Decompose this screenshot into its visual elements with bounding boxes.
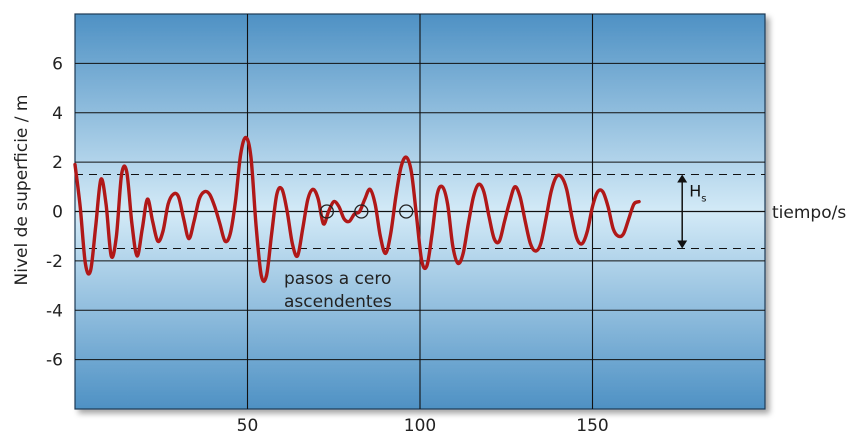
zero-crossing-marker xyxy=(319,204,335,219)
zero-crossing-marker xyxy=(354,204,369,219)
y-axis-label: Nivel de superficie / m xyxy=(12,95,32,286)
series-line-0 xyxy=(73,135,641,284)
x-tick-label-150: 150 xyxy=(576,416,608,436)
y-tick-label-4: 4 xyxy=(52,104,63,124)
y-tick-label-0: 0 xyxy=(52,203,63,223)
x-tick-label-100: 100 xyxy=(404,416,436,436)
y-tick-label-6: 6 xyxy=(52,54,63,74)
x-tick-label-50: 50 xyxy=(237,416,259,436)
annotation-line-1: pasos a cero xyxy=(284,269,391,289)
reference-lines xyxy=(75,173,765,250)
y-tick-label--2: -2 xyxy=(46,252,63,272)
hs-arrow-head-up xyxy=(677,174,688,183)
hs-label: H xyxy=(689,181,701,200)
hs-arrow-head-down xyxy=(677,240,688,249)
y-tick-label--4: -4 xyxy=(46,301,63,321)
x-tick-labels: 50 100 150 xyxy=(237,416,609,436)
zero-crossings xyxy=(319,204,414,219)
hs-label-subscript: s xyxy=(701,193,706,204)
grid xyxy=(75,14,765,409)
zero-crossing-marker xyxy=(399,204,414,219)
series-layer xyxy=(73,135,641,284)
y-tick-labels: 6 4 2 0 -2 -4 -6 xyxy=(46,54,63,370)
annotation-line-2: ascendentes xyxy=(284,292,392,312)
x-axis-label: tiempo/s xyxy=(772,203,846,223)
y-tick-label--6: -6 xyxy=(46,351,63,371)
y-tick-label-2: 2 xyxy=(52,153,63,173)
